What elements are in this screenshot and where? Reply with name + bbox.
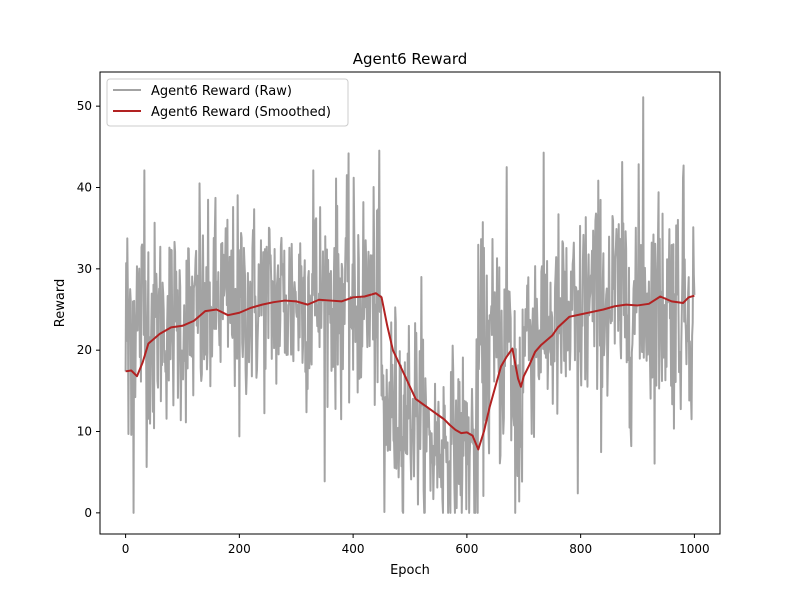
y-tick-label: 30 bbox=[77, 262, 92, 276]
raw-reward-line bbox=[124, 96, 696, 514]
legend-smoothed-label: Agent6 Reward (Smoothed) bbox=[151, 105, 331, 120]
legend-raw-label: Agent6 Reward (Raw) bbox=[151, 84, 292, 99]
y-tick-label: 0 bbox=[84, 506, 92, 520]
y-tick-label: 10 bbox=[77, 425, 92, 439]
y-tick-label: 20 bbox=[77, 343, 92, 357]
x-tick-label: 800 bbox=[569, 542, 592, 556]
chart-title: Agent6 Reward bbox=[353, 50, 468, 68]
y-tick-label: 40 bbox=[77, 181, 92, 195]
x-tick-label: 0 bbox=[122, 542, 130, 556]
x-tick-label: 200 bbox=[228, 542, 251, 556]
legend: Agent6 Reward (Raw) Agent6 Reward (Smoot… bbox=[106, 78, 349, 127]
raw-series bbox=[124, 96, 696, 514]
x-axis-label: Epoch bbox=[390, 563, 430, 578]
legend-box bbox=[106, 78, 349, 127]
x-tick-label: 1000 bbox=[679, 542, 710, 556]
x-axis: 0 200 400 600 800 1000 bbox=[122, 534, 710, 556]
axes-frame bbox=[99, 71, 721, 535]
y-axis: 0 10 20 30 40 50 bbox=[77, 99, 100, 520]
y-tick-label: 50 bbox=[77, 99, 92, 113]
x-tick-label: 400 bbox=[342, 542, 365, 556]
plot-area bbox=[124, 96, 696, 514]
y-axis-label: Reward bbox=[53, 279, 68, 327]
smoothed-reward-line bbox=[125, 292, 695, 451]
smoothed-series bbox=[125, 292, 695, 451]
x-tick-label: 600 bbox=[455, 542, 478, 556]
